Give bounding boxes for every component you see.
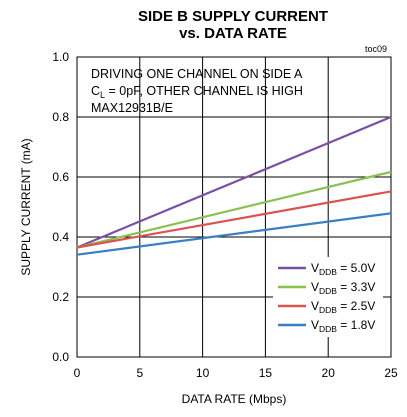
- chart-title-line-2: vs. DATA RATE: [179, 25, 287, 42]
- y-tick-label: 0.8: [52, 110, 69, 124]
- y-axis-label: SUPPLY CURRENT (mA): [19, 138, 33, 275]
- x-tick-label: 5: [136, 366, 143, 380]
- figure-code: toc09: [365, 44, 387, 54]
- annotation-line-2: CL = 0pF, OTHER CHANNEL IS HIGH: [91, 84, 303, 100]
- y-tick-label: 1.0: [52, 50, 69, 64]
- x-tick-label: 15: [259, 366, 273, 380]
- annotation-line-1: DRIVING ONE CHANNEL ON SIDE A: [91, 67, 303, 81]
- x-tick-label: 0: [74, 366, 81, 380]
- chart-title-line-1: SIDE B SUPPLY CURRENT: [138, 8, 328, 25]
- y-tick-label: 0.4: [52, 230, 69, 244]
- x-tick-label: 20: [322, 366, 336, 380]
- y-tick-label: 0.2: [52, 290, 69, 304]
- annotation: DRIVING ONE CHANNEL ON SIDE A CL = 0pF, O…: [91, 67, 303, 115]
- x-axis-label: DATA RATE (Mbps): [182, 392, 287, 406]
- annotation-line-3: MAX12931B/E: [91, 101, 173, 115]
- y-tick-label: 0.0: [52, 350, 69, 364]
- y-tick-label: 0.6: [52, 170, 69, 184]
- x-tick-label: 10: [196, 366, 210, 380]
- x-tick-label: 25: [384, 366, 398, 380]
- series-lines: [77, 117, 391, 255]
